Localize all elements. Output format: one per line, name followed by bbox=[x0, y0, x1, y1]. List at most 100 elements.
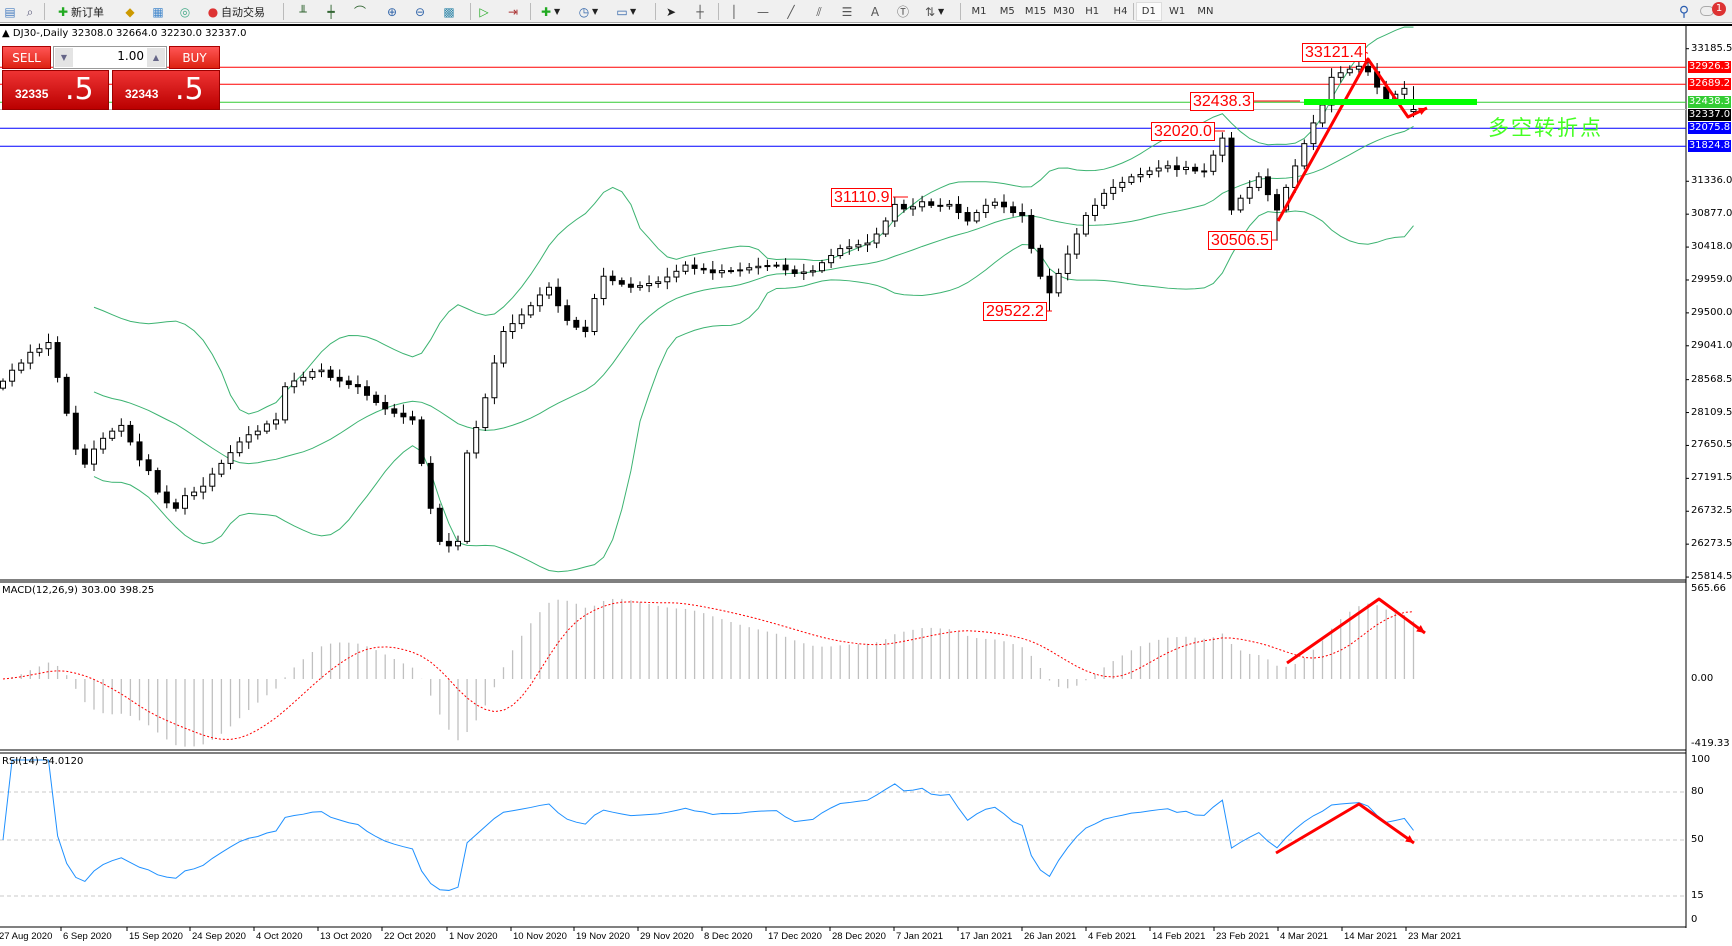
bearish-candle bbox=[964, 212, 971, 222]
rsi-axis-label: 80 bbox=[1691, 786, 1704, 797]
text-label-icon: Ⓣ bbox=[896, 4, 909, 19]
market-watch-icon[interactable]: ⌕ bbox=[26, 4, 34, 19]
price-axis-label: 29500.0 bbox=[1691, 306, 1732, 318]
zoom-in-button[interactable]: ⊕ bbox=[384, 2, 400, 21]
bearish-candle bbox=[81, 448, 88, 465]
bullish-candle bbox=[646, 282, 653, 287]
time-axis-label: 17 Dec 2020 bbox=[768, 931, 822, 942]
notifications-button[interactable]: 1 bbox=[1700, 2, 1730, 21]
line-chart-button[interactable]: ⌒ bbox=[352, 2, 368, 21]
document-icon[interactable]: ▤ bbox=[4, 4, 16, 19]
bollinger-upper-band bbox=[93, 26, 1414, 415]
tile-windows-button[interactable]: ▩ bbox=[441, 2, 457, 21]
auto-scroll-button[interactable]: ▷ bbox=[476, 2, 492, 21]
bearish-candle bbox=[154, 470, 161, 493]
sell-button[interactable]: SELL bbox=[2, 46, 51, 69]
trendline-icon: ╱ bbox=[787, 4, 795, 19]
bearish-candle bbox=[145, 459, 152, 472]
increase-lot-button[interactable]: ▲ bbox=[147, 48, 165, 67]
bullish-candle bbox=[455, 540, 461, 547]
bearish-candle bbox=[373, 394, 380, 403]
collapse-triangle-icon[interactable]: ▲ bbox=[2, 28, 13, 39]
peak-price-label[interactable]: 33121.4 bbox=[1302, 43, 1366, 62]
equidistant-channel-button[interactable]: ⫽ bbox=[811, 2, 827, 21]
period-mn[interactable]: MN bbox=[1197, 6, 1214, 17]
time-axis-label: 24 Sep 2020 bbox=[192, 931, 246, 942]
bullish-candle bbox=[200, 485, 207, 493]
terminal-button[interactable]: ▦ bbox=[150, 2, 166, 21]
fibonacci-button[interactable]: ☰ bbox=[839, 2, 855, 21]
feb-high-price-label[interactable]: 32020.0 bbox=[1151, 122, 1215, 141]
bullish-candle bbox=[637, 285, 643, 288]
periods-dropdown[interactable]: ◷ ▼ bbox=[576, 2, 598, 21]
auto-trading-button[interactable]: ● 自动交易 bbox=[205, 2, 265, 21]
bar-chart-button[interactable]: ╨ bbox=[295, 2, 311, 21]
chart-ohlc-title: DJ30-,Daily 32308.0 32664.0 32230.0 3233… bbox=[12, 28, 247, 39]
horizontal-line-button[interactable]: — bbox=[755, 2, 771, 21]
zoom-out-button[interactable]: ⊖ bbox=[412, 2, 428, 21]
green-level-price-label[interactable]: 32438.3 bbox=[1190, 92, 1254, 111]
bollinger-middle-band bbox=[93, 125, 1414, 465]
bullish-candle bbox=[291, 380, 298, 388]
bullish-candle bbox=[191, 491, 198, 497]
time-axis-label: 14 Mar 2021 bbox=[1344, 931, 1398, 942]
jan-low-price-label[interactable]: 29522.2 bbox=[983, 302, 1047, 321]
time-axis-label: 27 Aug 2020 bbox=[0, 931, 53, 942]
period-w1[interactable]: W1 bbox=[1168, 6, 1186, 17]
period-m15[interactable]: M15 bbox=[1024, 6, 1047, 17]
crosshair-button[interactable]: ┼ bbox=[692, 2, 708, 21]
signals-button[interactable]: ◎ bbox=[177, 2, 193, 21]
mar-low-price-label[interactable]: 30506.5 bbox=[1208, 231, 1272, 250]
period-m5[interactable]: M5 bbox=[999, 6, 1015, 17]
bullish-candle bbox=[718, 270, 725, 274]
new-order-button[interactable]: ✚ 新订单 bbox=[55, 2, 104, 21]
arrows-dropdown[interactable]: ⇅ ▼ bbox=[922, 2, 944, 21]
bearish-candle bbox=[436, 507, 443, 542]
bullish-candle bbox=[1246, 186, 1253, 199]
candlestick-icon: ┿ bbox=[327, 4, 335, 19]
cursor-button[interactable]: ➤ bbox=[663, 2, 679, 21]
decrease-lot-button[interactable]: ▼ bbox=[55, 48, 73, 67]
time-axis-label: 4 Mar 2021 bbox=[1280, 931, 1329, 942]
bearish-candle bbox=[54, 342, 61, 378]
text-label-button[interactable]: Ⓣ bbox=[895, 2, 911, 21]
time-axis-label: 4 Oct 2020 bbox=[256, 931, 303, 942]
indicators-dropdown[interactable]: ✚ ▼ bbox=[538, 2, 560, 21]
bullish-candle bbox=[991, 201, 998, 206]
bullish-candle bbox=[1119, 181, 1126, 188]
sell-price-button[interactable]: 32335 .5 bbox=[2, 70, 109, 110]
search-button[interactable]: ⚲ bbox=[1676, 2, 1692, 21]
lot-size-stepper[interactable]: ▼ 1.00 ▲ bbox=[53, 46, 167, 69]
bearish-candle bbox=[364, 386, 370, 396]
buy-price-button[interactable]: 32343 .5 bbox=[112, 70, 220, 110]
candlestick-button[interactable]: ┿ bbox=[323, 2, 339, 21]
bullish-candle bbox=[282, 386, 289, 421]
bearish-candle bbox=[1173, 165, 1180, 171]
signals-icon: ◎ bbox=[179, 4, 191, 19]
templates-icon: ▭ bbox=[616, 4, 628, 19]
lot-size-input[interactable]: 1.00 bbox=[117, 49, 144, 63]
rsi-axis-label: 15 bbox=[1691, 890, 1704, 901]
templates-dropdown[interactable]: ▭ ▼ bbox=[614, 2, 636, 21]
vertical-line-button[interactable]: │ bbox=[726, 2, 742, 21]
text-button[interactable]: A bbox=[867, 2, 883, 21]
vertical-line-icon: │ bbox=[730, 4, 738, 19]
period-d1[interactable]: D1 bbox=[1135, 2, 1162, 21]
buy-button[interactable]: BUY bbox=[169, 46, 220, 69]
bullish-candle bbox=[546, 286, 552, 296]
price-axis-label: 30418.0 bbox=[1691, 241, 1732, 253]
jan-high-price-label[interactable]: 31110.9 bbox=[831, 188, 893, 207]
chart-shift-button[interactable]: ⇥ bbox=[505, 2, 521, 21]
macd-trend-arrow bbox=[1286, 597, 1426, 665]
metaeditor-button[interactable]: ◆ bbox=[122, 2, 138, 21]
period-m1[interactable]: M1 bbox=[971, 6, 987, 17]
time-axis-label: 28 Dec 2020 bbox=[832, 931, 886, 942]
period-m30[interactable]: M30 bbox=[1053, 6, 1075, 17]
trendline-button[interactable]: ╱ bbox=[783, 2, 799, 21]
bullish-candle bbox=[600, 275, 607, 300]
bullish-candle bbox=[273, 419, 279, 425]
period-h1[interactable]: H1 bbox=[1085, 6, 1100, 17]
period-h4[interactable]: H4 bbox=[1113, 6, 1128, 17]
rsi-axis-label: 0 bbox=[1691, 914, 1698, 925]
